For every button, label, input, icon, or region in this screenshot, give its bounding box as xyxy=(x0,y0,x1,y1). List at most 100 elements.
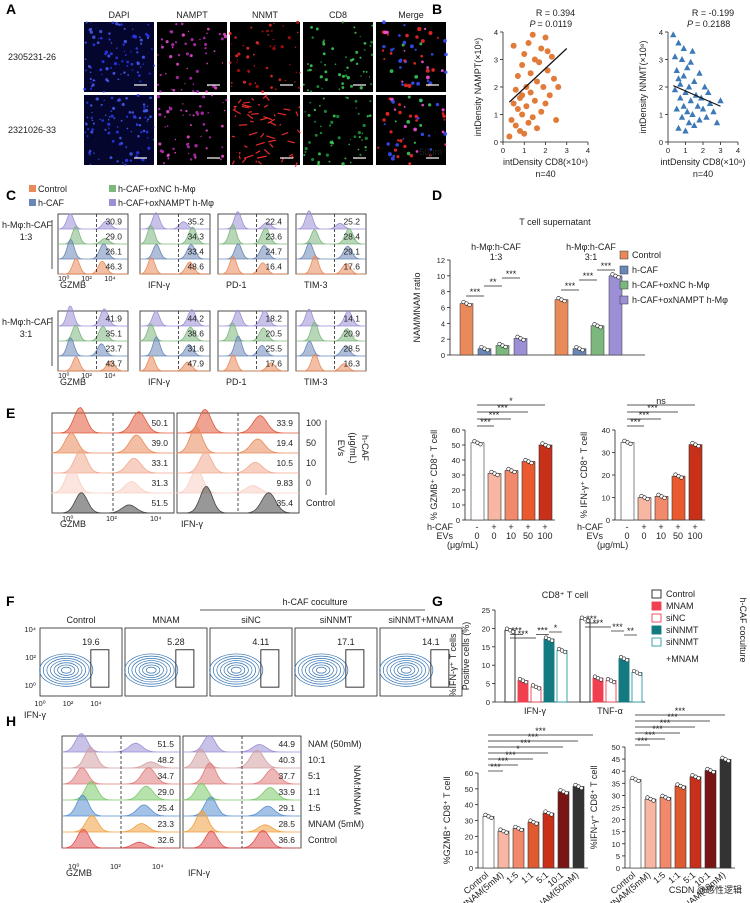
gate-percentage: 31.6 xyxy=(187,344,204,354)
gate-percentage: 35.1 xyxy=(105,329,122,339)
legend-swatch xyxy=(651,601,662,611)
signal-dot xyxy=(336,114,340,119)
signal-dot xyxy=(146,105,149,108)
signal-dot xyxy=(182,103,184,105)
y-tick-label: 40 xyxy=(602,426,610,435)
signal-dot xyxy=(213,50,216,53)
signal-dot xyxy=(319,105,321,107)
signal-fiber xyxy=(263,115,273,121)
histogram-trace xyxy=(62,814,180,833)
gate-percentage: 5.28 xyxy=(167,637,185,647)
significance-mark: *** xyxy=(660,718,671,728)
signal-dot xyxy=(130,131,132,133)
signal-dot xyxy=(124,158,129,163)
signal-dot xyxy=(341,21,344,24)
x-row-value: 0 xyxy=(641,531,646,541)
contour-line xyxy=(379,653,434,687)
gate-percentage: 51.5 xyxy=(151,498,168,508)
signal-dot xyxy=(406,119,411,124)
signal-dot xyxy=(131,111,135,114)
r-value: R = -0.199 xyxy=(692,8,734,18)
histogram-trace xyxy=(51,432,174,454)
signal-dot xyxy=(91,119,94,122)
replicate-dot xyxy=(711,769,716,775)
signal-dot xyxy=(110,110,113,113)
bar xyxy=(521,461,536,521)
signal-dot xyxy=(85,122,88,126)
histogram-trace xyxy=(140,212,210,230)
signal-dot xyxy=(122,162,124,164)
replicate-dot xyxy=(467,302,472,308)
signal-dot xyxy=(116,100,119,102)
signal-dot xyxy=(171,46,174,49)
bar xyxy=(572,786,585,869)
signal-dot xyxy=(185,143,189,146)
column-label-cd8: CD8 xyxy=(329,10,347,20)
signal-dot xyxy=(104,50,109,54)
gate-percentage: 47.9 xyxy=(187,359,204,369)
legend-swatch xyxy=(651,589,662,599)
signal-dot xyxy=(228,32,232,35)
signal-dot xyxy=(408,162,412,166)
chart-title: CD8⁺ T cell xyxy=(542,590,588,600)
gate-percentage: 17.6 xyxy=(265,359,282,369)
signal-dot xyxy=(304,147,308,151)
signal-dot xyxy=(319,125,322,128)
significance-mark: *** xyxy=(612,622,623,632)
gate-percentage: 20.9 xyxy=(343,329,360,339)
micrograph-tile xyxy=(157,22,227,92)
signal-dot xyxy=(389,51,393,55)
signal-dot xyxy=(203,36,206,40)
category-label: 1:5 xyxy=(504,870,520,886)
x-row-value: - xyxy=(626,522,629,532)
bar xyxy=(556,650,568,703)
signal-dot xyxy=(425,68,430,73)
signal-dot xyxy=(405,33,409,38)
y-axis-label: %IFN-γ⁺ T cells xyxy=(448,633,458,697)
watermark: CSDN @感性逻辑 xyxy=(669,884,742,895)
panel-letter-E: E xyxy=(6,405,15,421)
bar xyxy=(579,618,591,703)
ratio-label: MNAM (5mM) xyxy=(308,819,364,829)
scatter-point xyxy=(675,39,682,46)
signal-dot xyxy=(296,31,299,34)
scatter-point xyxy=(689,47,696,54)
signal-dot xyxy=(149,96,152,100)
signal-dot xyxy=(110,114,114,118)
signal-dot xyxy=(126,127,129,130)
signal-dot xyxy=(174,41,178,44)
signal-dot xyxy=(304,150,307,153)
signal-dot xyxy=(322,40,325,44)
signal-dot xyxy=(307,113,311,117)
y-tick-label: 10 xyxy=(482,661,490,670)
histogram-trace xyxy=(58,356,128,372)
signal-dot xyxy=(298,86,301,89)
scatter-point xyxy=(684,108,691,115)
signal-dot xyxy=(309,90,313,93)
gate-percentage: 41.9 xyxy=(105,314,122,324)
signal-dot xyxy=(396,155,400,159)
signal-dot xyxy=(369,100,372,103)
histogram-trace xyxy=(57,337,128,357)
histogram-trace xyxy=(139,323,210,342)
y-tick-label: 25 xyxy=(612,804,620,813)
contour-line xyxy=(305,660,338,681)
signal-dot xyxy=(91,111,93,114)
scatter-point xyxy=(517,128,523,134)
signal-fiber xyxy=(241,105,250,109)
signal-dot xyxy=(131,28,134,30)
y-tick-label: 0 xyxy=(494,138,498,147)
signal-dot xyxy=(177,53,181,57)
signal-fiber xyxy=(247,113,254,120)
histogram-trace xyxy=(140,336,210,357)
scatter-point xyxy=(531,56,538,63)
y-tick-label: 30 xyxy=(612,791,620,800)
signal-dot xyxy=(175,22,178,26)
x-row-value: + xyxy=(525,522,530,532)
signal-dot xyxy=(118,63,120,65)
signal-dot xyxy=(110,66,113,69)
y-tick-label: 5 xyxy=(616,852,620,861)
signal-dot xyxy=(238,53,241,55)
x-axis-label: intDensity CD8(×10⁸) xyxy=(660,157,745,167)
y-tick-label: 0 xyxy=(456,516,460,525)
